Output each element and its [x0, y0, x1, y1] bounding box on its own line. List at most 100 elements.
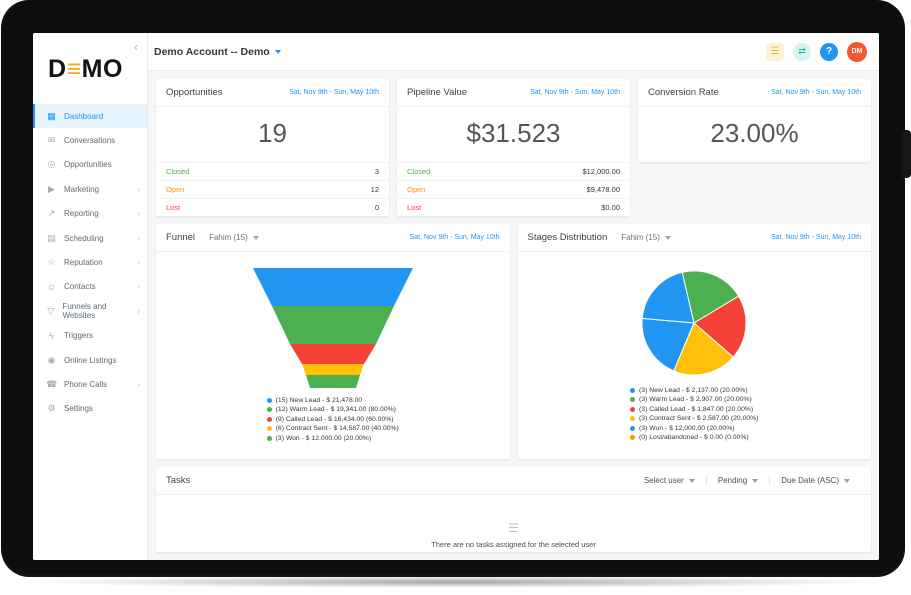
stat-label: Lost: [407, 203, 422, 212]
stages-user-dropdown[interactable]: Fahim (15): [621, 233, 671, 242]
account-switcher[interactable]: Demo Account -- Demo: [154, 46, 281, 58]
conversations-icon: ✉: [47, 135, 56, 146]
legend-item: (12) Warm Lead - $ 19,341.00 (80.00%): [266, 406, 399, 413]
pipeline-value-card: Pipeline Value Sat, Nov 9th - Sun, May 1…: [397, 79, 630, 216]
sidebar-item-label: Dashboard: [64, 111, 104, 121]
funnel-user-dropdown[interactable]: Fahim (15): [209, 233, 259, 242]
legend-label: (0) Lost/abandoned - $ 0.00 (0.00%): [639, 434, 749, 442]
legend-label: (15) New Lead - $ 21,478.00: [275, 396, 363, 404]
legend-item: (3) Warm Lead - $ 2,907.00 (20.00%): [630, 396, 758, 403]
dashboard-content: Opportunities Sat, Nov 9th - Sun, May 10…: [148, 71, 879, 560]
chevron-right-icon: ›: [137, 379, 140, 389]
tasks-card: Tasks Select user Pending Due: [156, 467, 871, 552]
phone-calls-icon: ☎: [46, 378, 58, 389]
app-logo: D≡MO: [33, 33, 147, 104]
swap-arrows-icon: ⇄: [798, 46, 806, 56]
legend-label: (3) Warm Lead - $ 2,907.00 (20.00%): [639, 396, 752, 404]
sidebar-item-triggers[interactable]: ϟ Triggers: [33, 324, 147, 348]
legend-dot: [266, 397, 272, 403]
stat-value: 0: [374, 203, 379, 212]
empty-list-icon: ☰: [508, 521, 519, 535]
sidebar-item-phone-calls[interactable]: ☎ Phone Calls ›: [33, 372, 147, 396]
stages-legend: (3) New Lead - $ 2,137.00 (20.00%) (3) W…: [630, 386, 758, 442]
date-range[interactable]: Sat, Nov 9th - Sun, May 10th: [771, 89, 861, 96]
sort-dropdown[interactable]: Due Date (ASC): [769, 476, 861, 485]
stat-row: Open 12: [156, 180, 389, 198]
reporting-icon: ↗: [47, 208, 56, 219]
stat-row: Closed 3: [156, 162, 389, 180]
charts-row: Funnel Fahim (15) Sat, Nov 9th - Sun, Ma…: [156, 224, 871, 459]
quick-actions-button[interactable]: ☰: [766, 42, 784, 61]
legend-dot: [630, 387, 636, 393]
help-button[interactable]: ?: [820, 42, 838, 61]
stat-value: $9,478.00: [586, 185, 620, 194]
conversion-rate-card: Conversion Rate Sat, Nov 9th - Sun, May …: [638, 79, 871, 162]
date-range[interactable]: Sat, Nov 9th - Sun, May 10th: [771, 234, 861, 241]
funnels-icon: ▽: [47, 305, 55, 316]
user-avatar[interactable]: DM: [847, 41, 867, 62]
stat-label: Open: [407, 185, 426, 194]
top-icons: ☰ ⇄ ? DM: [766, 41, 867, 62]
stat-label: Lost: [166, 203, 181, 212]
stat-row: Lost $0.00: [397, 198, 630, 216]
legend-label: (3) New Lead - $ 2,137.00 (20.00%): [639, 386, 748, 394]
sidebar-item-label: Scheduling: [64, 233, 104, 243]
stat-label: Closed: [166, 167, 190, 176]
legend-dot: [630, 416, 636, 422]
funnel-card: Funnel Fahim (15) Sat, Nov 9th - Sun, Ma…: [156, 224, 510, 459]
sidebar: ‹ D≡MO ▦ Dashboard ✉ Conversations ◎ Opp…: [33, 33, 148, 560]
date-range[interactable]: Sat, Nov 9th - Sun, May 10th: [530, 89, 620, 96]
filter-label: Due Date (ASC): [781, 476, 839, 485]
sidebar-item-label: Funnels and Websites: [62, 302, 107, 321]
sidebar-item-reporting[interactable]: ↗ Reporting ›: [33, 202, 147, 226]
sidebar-item-label: Triggers: [64, 331, 94, 341]
legend-label: (3) Won - $ 12,000.00 (20.00%): [639, 424, 735, 432]
sidebar-item-online-listings[interactable]: ◉ Online Listings: [33, 348, 147, 372]
logo-part-1: D: [48, 55, 67, 83]
app-screen: ‹ D≡MO ▦ Dashboard ✉ Conversations ◎ Opp…: [33, 33, 879, 560]
sidebar-item-dashboard[interactable]: ▦ Dashboard: [33, 104, 147, 129]
chevron-down-icon: [844, 478, 850, 483]
chevron-right-icon: ›: [137, 233, 140, 243]
stages-distribution-card: Stages Distribution Fahim (15) Sat, Nov …: [517, 224, 871, 459]
stat-value: $12,000.00: [582, 167, 620, 176]
top-bar: Demo Account -- Demo ☰ ⇄ ? DM: [148, 33, 879, 71]
opportunities-value: 19: [258, 118, 287, 148]
chevron-down-icon: [688, 478, 695, 483]
sidebar-item-settings[interactable]: ⚙ Settings: [33, 397, 147, 421]
chevron-right-icon: ›: [137, 184, 140, 194]
stat-value: $0.00: [601, 203, 620, 212]
chevron-right-icon: ›: [137, 306, 140, 316]
filter-label: Select user: [643, 476, 684, 485]
date-range[interactable]: Sat, Nov 9th - Sun, May 10th: [289, 89, 379, 96]
stats-row: Opportunities Sat, Nov 9th - Sun, May 10…: [156, 79, 871, 216]
sidebar-item-label: Reporting: [64, 209, 99, 219]
device-shadow: [30, 576, 881, 588]
sidebar-collapse-button[interactable]: ‹: [134, 40, 138, 54]
sidebar-item-opportunities[interactable]: ◎ Opportunities: [33, 153, 147, 177]
sidebar-item-reputation[interactable]: ☆ Reputation ›: [33, 250, 147, 274]
legend-dot: [630, 425, 636, 431]
reputation-icon: ☆: [47, 257, 56, 268]
chevron-right-icon: ›: [137, 282, 140, 292]
sidebar-item-scheduling[interactable]: ▤ Scheduling ›: [33, 226, 147, 250]
tasks-empty-state: ☰ There are no tasks assigned for the se…: [156, 495, 871, 549]
card-title: Opportunities: [166, 87, 223, 98]
stages-pie-chart: [641, 270, 747, 376]
legend-item: (3) Won - $ 12,000.00 (20.00%): [266, 435, 399, 442]
date-range[interactable]: Sat, Nov 9th - Sun, May 10th: [409, 234, 500, 241]
sidebar-item-label: Phone Calls: [64, 379, 108, 389]
switch-account-button[interactable]: ⇄: [793, 42, 811, 61]
empty-state-text: There are no tasks assigned for the sele…: [431, 540, 596, 549]
select-user-dropdown[interactable]: Select user: [633, 476, 706, 485]
status-dropdown[interactable]: Pending: [705, 476, 769, 485]
stat-label: Closed: [407, 167, 431, 176]
legend-dot: [266, 416, 272, 422]
stat-row: Open $9,478.00: [397, 180, 630, 198]
settings-icon: ⚙: [47, 403, 56, 414]
sidebar-item-marketing[interactable]: ▶ Marketing ›: [33, 177, 147, 201]
sidebar-item-conversations[interactable]: ✉ Conversations: [33, 128, 147, 152]
sidebar-item-funnels-and-websites[interactable]: ▽ Funnels and Websites ›: [33, 299, 147, 323]
sidebar-item-contacts[interactable]: ☺ Contacts ›: [33, 275, 147, 299]
